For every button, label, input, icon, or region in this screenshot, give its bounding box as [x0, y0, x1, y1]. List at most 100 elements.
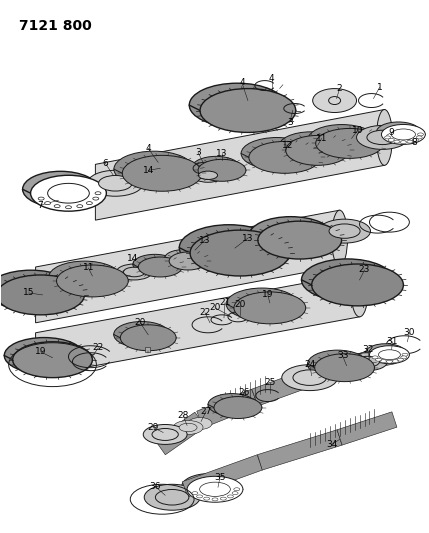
- Ellipse shape: [249, 141, 320, 173]
- Polygon shape: [257, 430, 342, 470]
- Ellipse shape: [133, 254, 177, 274]
- Ellipse shape: [99, 175, 132, 191]
- Ellipse shape: [169, 252, 207, 270]
- Text: 32: 32: [362, 345, 373, 354]
- Ellipse shape: [114, 321, 169, 348]
- Polygon shape: [192, 167, 246, 171]
- Ellipse shape: [38, 197, 44, 200]
- Ellipse shape: [249, 216, 332, 255]
- Text: 34: 34: [326, 440, 337, 449]
- Polygon shape: [249, 236, 341, 240]
- Ellipse shape: [375, 358, 381, 361]
- Ellipse shape: [278, 132, 342, 161]
- Ellipse shape: [351, 273, 368, 317]
- Ellipse shape: [226, 288, 298, 320]
- Ellipse shape: [417, 133, 423, 136]
- Ellipse shape: [4, 337, 84, 374]
- Ellipse shape: [192, 156, 240, 178]
- Text: 12: 12: [282, 141, 293, 150]
- Polygon shape: [241, 154, 320, 157]
- Ellipse shape: [192, 491, 198, 495]
- Ellipse shape: [258, 221, 341, 259]
- Text: 11: 11: [316, 134, 327, 143]
- Polygon shape: [252, 369, 313, 406]
- Ellipse shape: [122, 155, 202, 191]
- Ellipse shape: [164, 249, 202, 268]
- Ellipse shape: [143, 424, 187, 445]
- Text: 19: 19: [262, 290, 274, 300]
- Ellipse shape: [400, 141, 406, 144]
- Polygon shape: [95, 109, 384, 220]
- Text: 30: 30: [404, 328, 415, 337]
- Polygon shape: [145, 347, 150, 352]
- Ellipse shape: [329, 224, 360, 238]
- Ellipse shape: [66, 206, 72, 209]
- Text: 3: 3: [195, 148, 201, 157]
- Ellipse shape: [381, 125, 425, 144]
- Ellipse shape: [402, 353, 408, 356]
- Polygon shape: [155, 412, 205, 455]
- Polygon shape: [307, 351, 372, 386]
- Ellipse shape: [384, 136, 390, 139]
- Polygon shape: [366, 353, 409, 355]
- Ellipse shape: [227, 495, 233, 498]
- Ellipse shape: [387, 360, 393, 363]
- Ellipse shape: [308, 350, 367, 378]
- Text: 27: 27: [200, 407, 212, 416]
- Ellipse shape: [308, 125, 376, 155]
- Ellipse shape: [54, 205, 60, 208]
- Text: 25: 25: [264, 378, 275, 387]
- Ellipse shape: [49, 261, 121, 293]
- Ellipse shape: [369, 346, 409, 364]
- Polygon shape: [4, 356, 92, 360]
- Ellipse shape: [397, 358, 403, 361]
- Ellipse shape: [356, 356, 380, 367]
- Ellipse shape: [181, 474, 237, 499]
- Ellipse shape: [179, 423, 197, 432]
- Ellipse shape: [88, 171, 143, 196]
- Polygon shape: [302, 280, 403, 285]
- Ellipse shape: [378, 350, 400, 360]
- Text: 11: 11: [83, 263, 94, 272]
- Ellipse shape: [23, 171, 98, 207]
- Text: 4: 4: [269, 74, 275, 83]
- Text: 23: 23: [359, 265, 370, 274]
- Text: 2: 2: [337, 84, 342, 93]
- Ellipse shape: [93, 197, 99, 200]
- Ellipse shape: [208, 393, 256, 416]
- Ellipse shape: [381, 360, 387, 362]
- Ellipse shape: [407, 140, 413, 143]
- Text: 26: 26: [238, 388, 250, 397]
- Ellipse shape: [124, 267, 145, 277]
- Ellipse shape: [234, 488, 240, 491]
- Ellipse shape: [13, 342, 92, 378]
- Ellipse shape: [347, 353, 387, 370]
- Ellipse shape: [200, 88, 296, 132]
- Ellipse shape: [416, 136, 422, 139]
- Ellipse shape: [192, 168, 224, 182]
- Text: 33: 33: [337, 351, 348, 360]
- Text: 35: 35: [214, 473, 226, 482]
- Ellipse shape: [155, 489, 189, 505]
- Polygon shape: [208, 405, 262, 408]
- Ellipse shape: [234, 292, 306, 324]
- Ellipse shape: [293, 370, 326, 385]
- Text: 4: 4: [239, 78, 245, 87]
- Ellipse shape: [144, 484, 200, 510]
- Text: 19: 19: [35, 347, 46, 356]
- Ellipse shape: [313, 88, 356, 112]
- Ellipse shape: [315, 354, 375, 382]
- Ellipse shape: [138, 257, 182, 277]
- Text: 15: 15: [23, 288, 34, 297]
- Text: 13: 13: [242, 233, 254, 243]
- Polygon shape: [226, 304, 306, 308]
- Text: 36: 36: [149, 482, 161, 491]
- Ellipse shape: [48, 183, 89, 203]
- Text: 7121 800: 7121 800: [18, 19, 91, 33]
- Text: 20: 20: [234, 301, 246, 309]
- Ellipse shape: [77, 205, 83, 208]
- Ellipse shape: [179, 225, 279, 271]
- Polygon shape: [133, 264, 182, 267]
- Ellipse shape: [282, 365, 338, 391]
- Ellipse shape: [212, 498, 218, 501]
